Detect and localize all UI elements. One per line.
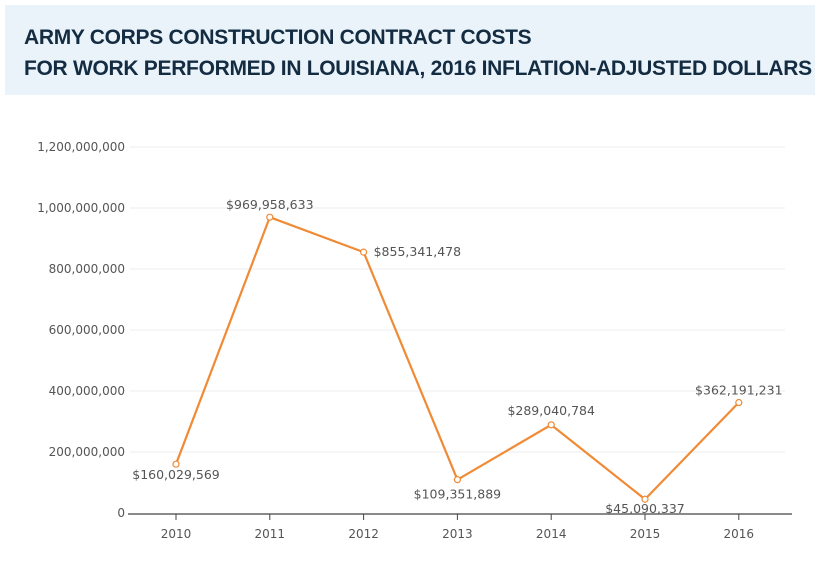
y-tick-label: 200,000,000 [49,445,125,459]
data-point [453,476,461,484]
y-tick-label: 400,000,000 [49,384,125,398]
data-label: $109,351,889 [414,487,502,502]
x-tick-label: 2014 [536,527,567,541]
y-tick-label: 1,000,000,000 [37,201,125,215]
data-label: $160,029,569 [132,467,220,482]
y-tick-label: 800,000,000 [49,262,125,276]
data-label: $969,958,633 [226,197,313,212]
data-label: $289,040,784 [507,403,595,418]
data-point [735,398,743,407]
data-point [641,495,649,503]
x-tick-label: 2012 [348,527,379,541]
data-point [266,213,274,221]
x-tick-label: 2015 [630,527,661,541]
chart-title-line2: FOR WORK PERFORMED IN LOUISIANA, 2016 IN… [24,57,812,80]
y-tick-label: 0 [117,506,125,520]
data-label: $855,341,478 [374,244,462,259]
data-point [360,248,368,256]
y-tick-label: 600,000,000 [49,323,125,337]
y-tick-label: 1,200,000,000 [37,140,125,154]
x-tick-label: 2010 [161,527,192,541]
series-line [174,216,740,501]
data-point [547,421,555,429]
x-tick-label: 2016 [724,527,755,541]
data-label: $45,090,337 [605,501,685,516]
chart-title-line1: ARMY CORPS CONSTRUCTION CONTRACT COSTS [24,26,532,49]
x-tick-label: 2011 [255,527,286,541]
data-label: $362,191,231 [695,383,782,398]
data-point [172,460,180,468]
x-tick-label: 2013 [442,527,473,541]
title-banner [5,5,815,95]
